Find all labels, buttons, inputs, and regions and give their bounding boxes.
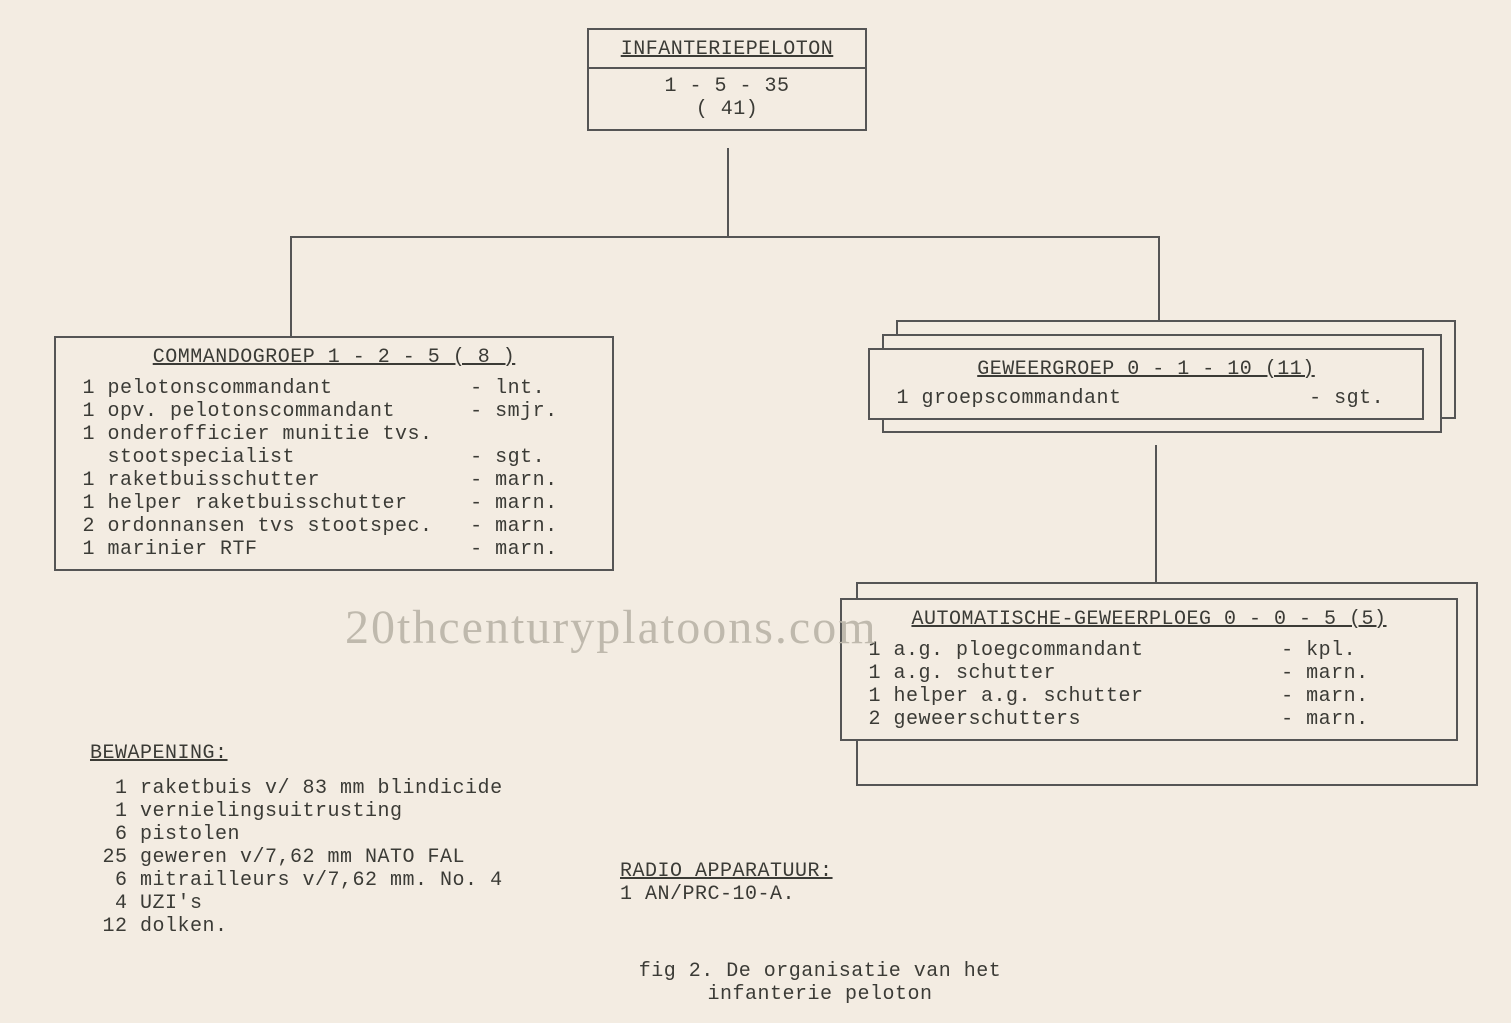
caption-line2: infanterie peloton: [610, 983, 1030, 1006]
list-item: 4 UZI's: [90, 892, 503, 915]
list-item: 2 geweerschutters - marn.: [856, 708, 1442, 731]
geweergroep-title: GEWEERGROEP 0 - 1 - 10 (11): [884, 358, 1408, 381]
connector-left-down: [290, 236, 292, 336]
radio-section: RADIO APPARATUUR: 1 AN/PRC-10-A.: [620, 860, 833, 906]
bewapening-title: BEWAPENING:: [90, 742, 503, 765]
watermark-text: 20thcenturyplatoons.com: [345, 600, 878, 655]
connector-horizontal: [290, 236, 1160, 238]
geweergroep-rows: 1 groepscommandant - sgt.: [884, 387, 1408, 410]
figure-caption: fig 2. De organisatie van het infanterie…: [610, 960, 1030, 1006]
list-item: 2 ordonnansen tvs stootspec. - marn.: [70, 515, 598, 538]
root-title: INFANTERIEPELOTON: [603, 38, 851, 61]
list-item: 1 vernielingsuitrusting: [90, 800, 503, 823]
commandogroep-title: COMMANDOGROEP 1 - 2 - 5 ( 8 ): [70, 346, 598, 369]
list-item: 1 onderofficier munitie tvs.: [70, 423, 598, 446]
root-line2: ( 41): [603, 98, 851, 121]
list-item: 6 mitrailleurs v/7,62 mm. No. 4: [90, 869, 503, 892]
ag-ploeg-title: AUTOMATISCHE-GEWEERPLOEG 0 - 0 - 5 (5): [856, 608, 1442, 631]
list-item: 1 groepscommandant - sgt.: [884, 387, 1408, 410]
list-item: 1 helper raketbuisschutter - marn.: [70, 492, 598, 515]
radio-title: RADIO APPARATUUR:: [620, 860, 833, 883]
list-item: 1 opv. pelotonscommandant - smjr.: [70, 400, 598, 423]
list-item: 1 a.g. ploegcommandant - kpl.: [856, 639, 1442, 662]
radio-line: 1 AN/PRC-10-A.: [620, 883, 833, 906]
geweergroep-box: GEWEERGROEP 0 - 1 - 10 (11) 1 groepscomm…: [868, 348, 1424, 420]
list-item: 1 pelotonscommandant - lnt.: [70, 377, 598, 400]
list-item: 1 a.g. schutter - marn.: [856, 662, 1442, 685]
list-item: 1 raketbuis v/ 83 mm blindicide: [90, 777, 503, 800]
bewapening-rows: 1 raketbuis v/ 83 mm blindicide 1 vernie…: [90, 777, 503, 938]
root-box: INFANTERIEPELOTON 1 - 5 - 35 ( 41): [587, 28, 867, 131]
caption-line1: fig 2. De organisatie van het: [610, 960, 1030, 983]
list-item: 1 helper a.g. schutter - marn.: [856, 685, 1442, 708]
connector-geweer-to-ag: [1155, 445, 1157, 598]
root-line1: 1 - 5 - 35: [603, 75, 851, 98]
commandogroep-rows: 1 pelotonscommandant - lnt. 1 opv. pelot…: [70, 377, 598, 561]
bewapening-section: BEWAPENING: 1 raketbuis v/ 83 mm blindic…: [90, 742, 503, 938]
list-item: 6 pistolen: [90, 823, 503, 846]
commandogroep-box: COMMANDOGROEP 1 - 2 - 5 ( 8 ) 1 pelotons…: [54, 336, 614, 571]
ag-ploeg-box: AUTOMATISCHE-GEWEERPLOEG 0 - 0 - 5 (5) 1…: [840, 598, 1458, 741]
list-item: 25 geweren v/7,62 mm NATO FAL: [90, 846, 503, 869]
connector-right-down: [1158, 236, 1160, 332]
list-item: stootspecialist - sgt.: [70, 446, 598, 469]
list-item: 12 dolken.: [90, 915, 503, 938]
ag-ploeg-rows: 1 a.g. ploegcommandant - kpl. 1 a.g. sch…: [856, 639, 1442, 731]
list-item: 1 raketbuisschutter - marn.: [70, 469, 598, 492]
list-item: 1 marinier RTF - marn.: [70, 538, 598, 561]
connector-root-down: [727, 148, 729, 236]
